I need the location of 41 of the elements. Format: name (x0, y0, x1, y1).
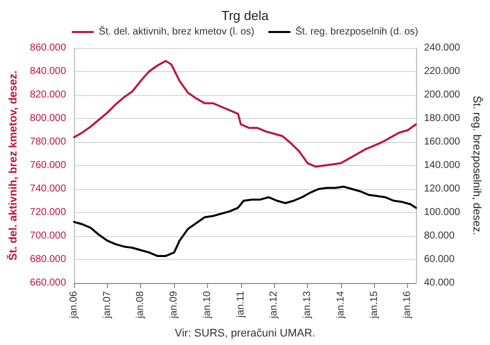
y2-tick-label: 100.000 (424, 207, 461, 218)
text: Vir: SURS, preračuni UMAR. (174, 328, 316, 340)
y2-tick-label: 180.000 (424, 113, 461, 124)
line-series (73, 60, 417, 168)
x-tick-label: jan.10 (202, 290, 214, 320)
y-tick-label: 860.000 (30, 42, 66, 54)
y-tick-label: 840.000 (30, 66, 66, 77)
x-tick-label: jan.09 (168, 290, 180, 320)
y-tick-label: 800.000 (30, 113, 66, 124)
y-tick-label: 680.000 (30, 254, 66, 265)
legend-label: Št. del. aktivnih, brez kmetov (l. os) (98, 26, 254, 38)
y2-tick-label: 60.000 (424, 254, 455, 265)
y2-axis-title: Št. reg. brezposelnih, desez. (470, 96, 484, 236)
y-tick-label: 740.000 (30, 184, 66, 194)
x-tick-label: jan.06 (68, 290, 80, 320)
y2-tick-label: 40.000 (424, 278, 455, 288)
y2-tick-label: 220.000 (424, 66, 461, 77)
x-tick-label: jan.13 (302, 290, 314, 320)
x-tick-label: jan.12 (268, 290, 280, 320)
legend-label: Št. reg. brezposelnih (d. os) (295, 26, 418, 38)
y2-tick-label: 160.000 (424, 136, 461, 148)
y-tick-label: 660.000 (30, 278, 66, 288)
y-tick-label: 720.000 (30, 207, 66, 218)
line-series (73, 186, 417, 257)
x-tick-label: jan.08 (135, 290, 146, 320)
x-tick-label: jan.14 (335, 290, 346, 320)
y2-tick-label: 200.000 (424, 90, 461, 100)
y-tick-label: 820.000 (30, 90, 66, 100)
y2-tick-label: 120.000 (424, 184, 461, 194)
y-tick-label: 780.000 (30, 136, 66, 148)
chart-title: Trg dela (221, 8, 270, 23)
y2-tick-label: 240.000 (424, 42, 461, 54)
x-tick-label: jan.11 (235, 290, 246, 319)
x-tick-label: jan.07 (102, 290, 113, 320)
y2-tick-label: 80.000 (424, 230, 455, 242)
x-tick-label: jan.15 (368, 290, 380, 320)
y-tick-label: 760.000 (30, 160, 66, 171)
y-axis-title: Št. del. aktivnih, brez kmetov, desez. (6, 70, 20, 260)
y-tick-label: 700.000 (30, 230, 66, 242)
y2-tick-label: 140.000 (424, 160, 461, 171)
x-tick-label: jan.16 (402, 290, 414, 320)
